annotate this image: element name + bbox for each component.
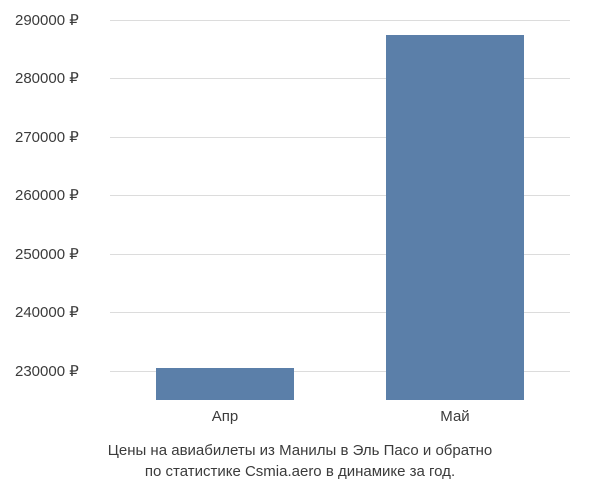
bar-Апр: [156, 368, 294, 400]
y-tick-label: 280000 ₽: [15, 69, 105, 87]
y-tick-label: 290000 ₽: [15, 11, 105, 29]
x-tick-label: Апр: [212, 408, 238, 425]
x-tick-label: Май: [440, 408, 469, 425]
y-tick-label: 240000 ₽: [15, 303, 105, 321]
caption-line-1: Цены на авиабилеты из Манилы в Эль Пасо …: [108, 442, 492, 459]
bar-Май: [386, 35, 524, 400]
price-chart: 230000 ₽ 240000 ₽ 250000 ₽ 260000 ₽ 270000 ₽…: [0, 0, 600, 500]
y-tick-label: 250000 ₽: [15, 245, 105, 263]
plot-area: [110, 20, 570, 400]
y-tick-label: 260000 ₽: [15, 186, 105, 204]
y-tick-label: 230000 ₽: [15, 362, 105, 380]
chart-caption: Цены на авиабилеты из Манилы в Эль Пасо …: [0, 440, 600, 482]
y-tick-label: 270000 ₽: [15, 128, 105, 146]
caption-line-2: по статистике Csmia.aero в динамике за г…: [145, 463, 455, 480]
